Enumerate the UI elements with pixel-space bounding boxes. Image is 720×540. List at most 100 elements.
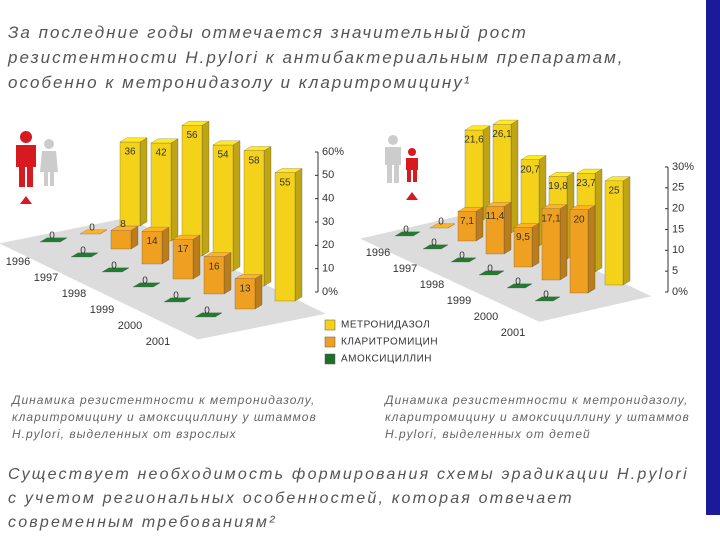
value-label: 0 [173,291,179,302]
value-label: 19,8 [548,181,568,192]
value-label: 0 [431,238,437,249]
side-strip [706,0,720,515]
bar-top [132,282,161,288]
y-tick-label: 40 [322,193,334,205]
value-label: 0 [487,264,493,275]
value-label: 23,7 [576,178,596,189]
bar [110,230,132,250]
bar-side [192,234,201,280]
bar-side [232,140,241,272]
bar-side [201,120,210,257]
bar-top [464,125,491,131]
header: За последние годы отмечается значительны… [8,23,625,92]
value-label: 11,4 [486,211,505,222]
value-label: 0 [515,277,521,288]
x-tick-label: 1997 [393,263,417,275]
bar-top [212,140,241,146]
value-label: 0 [543,290,549,301]
value-label: 7,1 [460,216,474,227]
bar-top [79,229,108,235]
bar-top [181,120,210,126]
bar-side [170,138,179,242]
bar-top [450,257,477,263]
bar-top [478,270,505,276]
y-tick-label: 25 [672,182,684,194]
value-label: 17,1 [541,213,561,224]
bar-side [531,222,540,268]
y-tick-label: 30 [322,216,334,228]
caption: Динамика резистентности к метронидазолу,… [385,393,690,441]
value-label: 21,6 [464,135,484,146]
footer: Существует необходимость формирования сх… [8,466,689,531]
value-label: 17 [177,244,189,255]
adult-icons [16,131,418,204]
bar-top [203,252,232,257]
value-label: 0 [438,217,444,228]
bar-top [119,137,148,143]
bar-side [263,146,272,287]
bar-top [274,168,303,173]
value-label: 36 [124,147,136,158]
value-label: 56 [186,130,198,141]
value-label: 8 [120,219,126,230]
bar-top [604,176,631,181]
bar-top [194,312,223,318]
bar-top [39,237,68,243]
legend-swatch [324,353,336,365]
value-label: 55 [279,177,291,188]
bar-top [394,231,421,237]
value-label: 14 [146,236,158,247]
bar-top [506,283,533,289]
bar-side [559,204,568,281]
x-tick-label: 2001 [146,336,170,348]
bar-top [457,207,484,212]
y-tick-label: 10 [672,244,684,256]
bar-top [569,205,596,210]
value-label: 20,7 [520,164,540,175]
value-label: 0 [459,251,465,262]
legend-swatch [324,336,336,348]
bar-top [492,119,519,125]
bar-side [161,226,170,265]
x-tick-label: 1996 [6,256,30,268]
legend-swatch [324,319,336,331]
y-tick-label: 10 [322,263,334,275]
legend-label: КЛАРИТРОМИЦИН [341,337,438,348]
y-tick-label: 0% [322,286,338,298]
bar-top [101,267,130,273]
bar-top [243,146,272,151]
bar-side [294,168,303,302]
value-label: 0 [49,231,55,242]
bar-top [513,223,540,228]
bar-top [172,234,201,240]
value-label: 58 [248,155,260,166]
y-tick-label: 20 [672,203,684,215]
bar [243,150,265,287]
bar-side [622,176,631,286]
value-label: 0 [111,261,117,272]
x-tick-label: 1996 [366,247,390,259]
x-tick-label: 2001 [501,327,525,339]
bar-top [70,252,99,258]
bar-top [422,244,449,250]
y-tick-label: 50 [322,169,334,181]
value-label: 16 [208,261,220,272]
legend-label: МЕТРОНИДАЗОЛ [341,320,430,331]
bar-side [594,168,603,273]
bar-top [110,225,139,231]
x-tick-label: 2000 [118,320,142,332]
bar-side [254,274,263,310]
bar-top [534,296,561,302]
value-label: 0 [142,276,148,287]
value-label: 42 [155,148,167,159]
y-tick-label: 5 [672,265,678,277]
bar-top [485,202,512,207]
bar-top [429,223,456,229]
value-label: 0 [403,225,409,236]
bar [274,172,296,302]
value-label: 0 [204,306,210,317]
bar-top [141,226,170,232]
bar-top [163,297,192,303]
